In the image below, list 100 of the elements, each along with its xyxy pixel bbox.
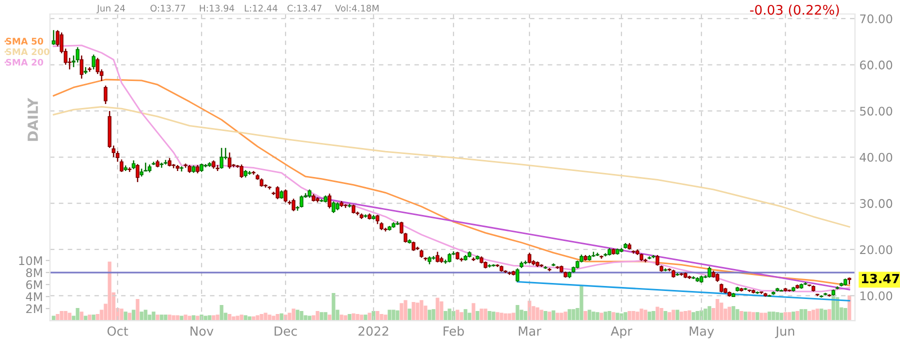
candlestick xyxy=(300,194,304,208)
bar xyxy=(496,312,500,321)
bar xyxy=(808,310,812,321)
bar xyxy=(820,308,824,321)
bar xyxy=(612,312,616,321)
bar xyxy=(736,309,740,321)
y-tick-label: 70.00 xyxy=(860,14,892,24)
bar xyxy=(704,308,708,321)
bar xyxy=(444,310,448,321)
bar xyxy=(644,310,648,321)
bar xyxy=(368,312,372,321)
candlestick xyxy=(528,252,532,264)
bar xyxy=(696,310,700,321)
candlestick xyxy=(412,241,416,252)
bar xyxy=(380,314,384,321)
bar xyxy=(400,303,404,321)
bar xyxy=(140,312,144,321)
bar xyxy=(608,310,612,321)
candlestick xyxy=(332,200,336,214)
bar xyxy=(360,314,364,321)
candlestick xyxy=(708,266,712,278)
bar xyxy=(280,313,284,321)
bar xyxy=(684,310,688,321)
bar xyxy=(376,310,380,321)
bar xyxy=(816,308,820,321)
bar xyxy=(656,306,660,321)
bar xyxy=(772,312,776,321)
y2-tick-label: 2M xyxy=(26,304,42,314)
bar xyxy=(752,312,756,321)
candlestick xyxy=(104,84,108,105)
bar xyxy=(268,314,272,321)
bar xyxy=(616,312,620,321)
text: O:13.77 xyxy=(150,4,186,12)
bar xyxy=(716,298,720,321)
bar xyxy=(256,315,260,321)
y-tick-label: 10.00 xyxy=(860,291,892,300)
bar xyxy=(848,295,852,321)
bar xyxy=(404,300,408,321)
bar xyxy=(436,298,440,321)
bar xyxy=(488,310,492,321)
bar xyxy=(552,310,556,321)
candlestick xyxy=(376,214,380,225)
bar xyxy=(80,312,84,321)
bar xyxy=(344,315,348,321)
bar xyxy=(108,262,112,321)
bar xyxy=(756,312,760,321)
bar xyxy=(60,310,64,321)
bar xyxy=(548,312,552,321)
bar xyxy=(292,308,296,321)
candlestick xyxy=(436,251,440,264)
y2-tick-label: 8M xyxy=(26,268,42,278)
bar xyxy=(144,310,148,321)
bar xyxy=(452,310,456,321)
y-tick-label: 40.00 xyxy=(860,152,892,162)
bar xyxy=(408,308,412,321)
bar xyxy=(64,310,68,321)
bar xyxy=(792,312,796,321)
legend-label: SMA 200 xyxy=(6,48,50,56)
bar xyxy=(568,309,572,321)
candlestick xyxy=(52,30,56,46)
bar xyxy=(556,312,560,321)
bar xyxy=(516,304,520,321)
bar xyxy=(212,315,216,321)
bar xyxy=(648,312,652,321)
bar xyxy=(320,312,324,321)
annotation: -0.03 (0.22%) xyxy=(750,4,839,16)
bar xyxy=(640,308,644,321)
bar xyxy=(584,310,588,321)
bar xyxy=(480,308,484,321)
text: L:12.44 xyxy=(244,4,278,12)
bar xyxy=(328,314,332,321)
bar xyxy=(732,306,736,321)
bar xyxy=(124,312,128,321)
x-tick-label: Jun xyxy=(775,326,794,338)
bar xyxy=(372,310,376,321)
bar xyxy=(804,309,808,321)
bar xyxy=(668,312,672,321)
bar xyxy=(396,310,400,321)
bar xyxy=(448,308,452,321)
candlestick xyxy=(116,150,120,162)
bar xyxy=(152,312,156,321)
candlestick xyxy=(120,158,124,173)
bar xyxy=(192,315,196,321)
bar xyxy=(428,310,432,321)
y-tick-label: 50.00 xyxy=(860,106,892,116)
bar xyxy=(728,306,732,321)
bar xyxy=(540,310,544,321)
bar xyxy=(828,309,832,321)
candlestick xyxy=(76,46,80,64)
text: C:13.47 xyxy=(288,4,322,12)
bar xyxy=(628,310,632,321)
bar xyxy=(564,312,568,321)
bar xyxy=(676,310,680,321)
candlestick xyxy=(276,186,280,200)
bar xyxy=(800,309,804,321)
candlestick xyxy=(284,188,288,204)
bar xyxy=(476,310,480,321)
bar xyxy=(340,314,344,321)
bar xyxy=(136,298,140,321)
bar xyxy=(172,315,176,321)
